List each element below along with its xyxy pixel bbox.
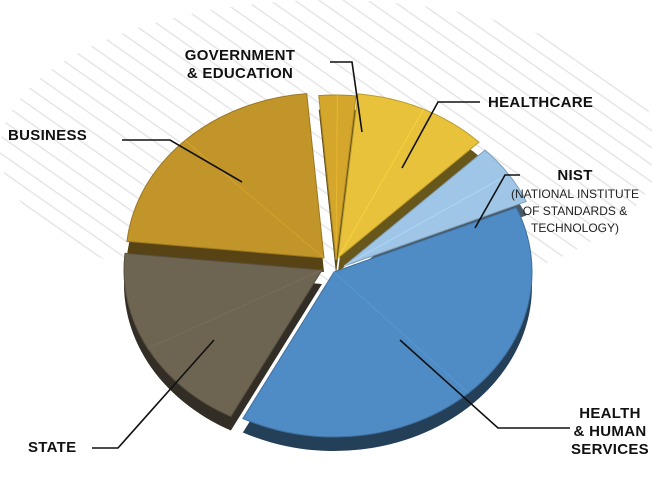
leader-lines bbox=[92, 61, 570, 449]
label-state: STATE bbox=[28, 439, 76, 456]
label-line-government-and-education: GOVERNMENT bbox=[185, 47, 296, 64]
leader-line-healthcare bbox=[401, 101, 480, 169]
label-line-state: STATE bbox=[28, 439, 76, 456]
label-sub-nist: OF STANDARDS & bbox=[523, 204, 627, 218]
label-government-and-education: GOVERNMENT & EDUCATION bbox=[185, 47, 296, 82]
label-business: BUSINESS bbox=[8, 127, 87, 144]
slice-ridge-state bbox=[147, 269, 323, 349]
leader-line-government-and-education bbox=[330, 61, 363, 133]
label-line-government-and-education: & EDUCATION bbox=[187, 65, 293, 82]
label-health-and-human-services: HEALTH & HUMAN SERVICES bbox=[571, 405, 649, 458]
label-line-health-and-human-services: SERVICES bbox=[571, 441, 649, 458]
slice-labels: GOVERNMENT & EDUCATION HEALTHCARE NIST (NATI… bbox=[8, 47, 649, 458]
slice-ridge-health-and-human-services bbox=[333, 271, 469, 394]
leader-line-nist bbox=[474, 174, 520, 229]
slice-health-and-human-services bbox=[242, 206, 533, 438]
label-line-healthcare: HEALTHCARE bbox=[488, 94, 593, 111]
leader-line-business bbox=[122, 139, 243, 183]
label-sub-nist: (NATIONAL INSTITUTE bbox=[511, 187, 639, 201]
label-line-nist: NIST bbox=[557, 167, 592, 184]
leader-line-health-and-human-services bbox=[399, 339, 570, 429]
label-sub-nist: TECHNOLOGY) bbox=[531, 221, 619, 235]
label-line-health-and-human-services: & HUMAN bbox=[574, 423, 647, 440]
slice-ridge-government-and-education bbox=[335, 94, 338, 261]
label-line-health-and-human-services: HEALTH bbox=[579, 405, 641, 422]
slices bbox=[123, 93, 533, 438]
label-line-business: BUSINESS bbox=[8, 127, 87, 144]
label-nist: NIST bbox=[557, 167, 592, 184]
slice-ridge-healthcare bbox=[337, 108, 424, 259]
leader-line-state bbox=[92, 339, 215, 449]
label-healthcare: HEALTHCARE bbox=[488, 94, 593, 111]
slice-ridge-business bbox=[184, 140, 325, 259]
slice-ridge-nist bbox=[343, 173, 509, 267]
